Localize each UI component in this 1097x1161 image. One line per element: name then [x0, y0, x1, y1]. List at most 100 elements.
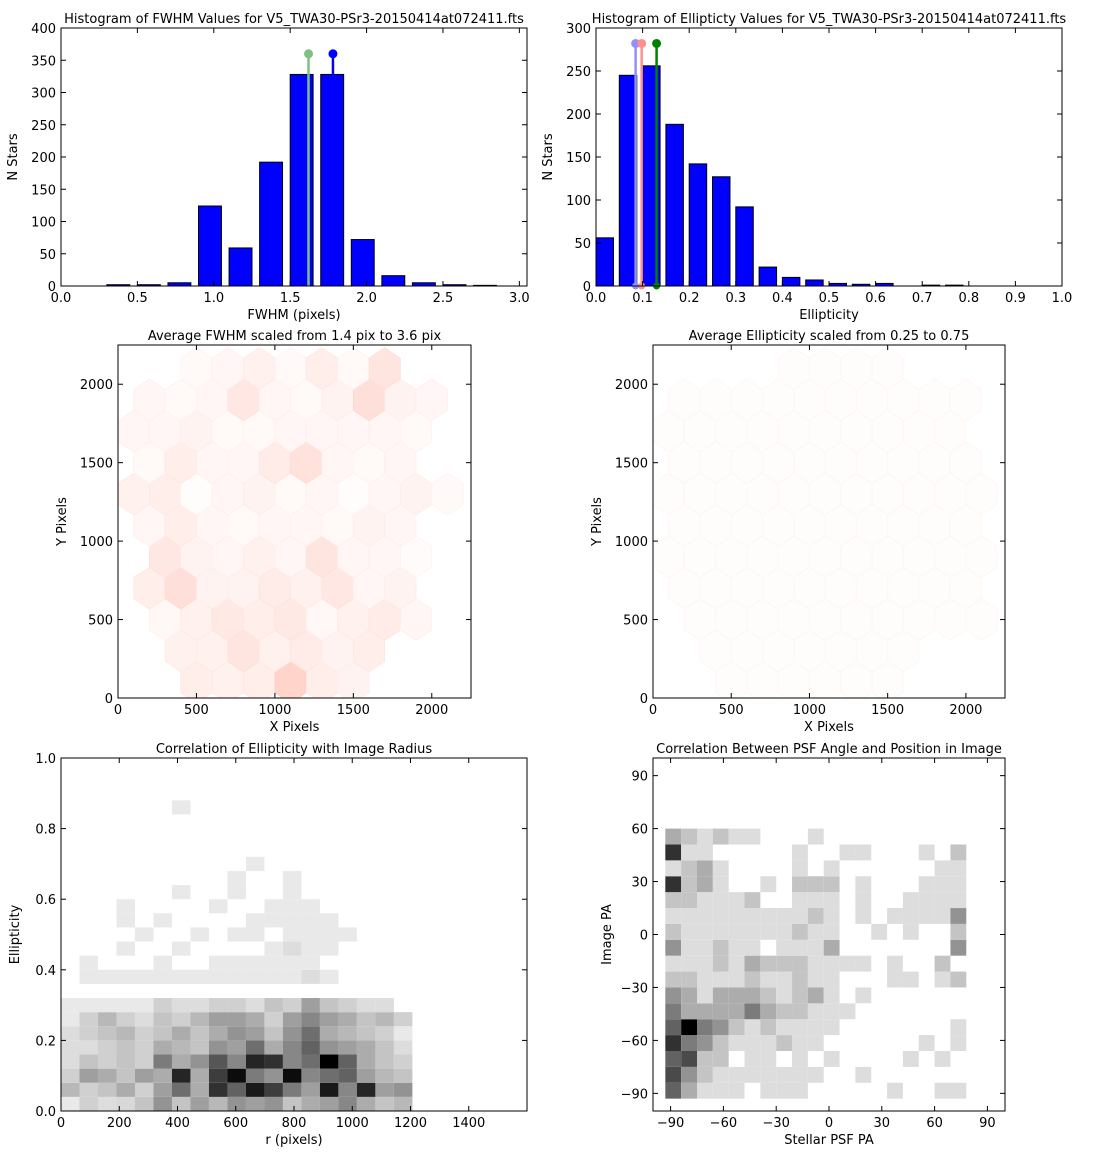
- histogram2d-cell: [776, 1066, 793, 1083]
- y-tick-label: 1000: [615, 535, 648, 550]
- histogram2d-cell: [697, 939, 713, 956]
- x-tick-label: −60: [710, 1116, 737, 1131]
- histogram2d-cell: [681, 1082, 697, 1099]
- histogram2d-cell: [807, 908, 824, 924]
- x-tick-label: −30: [762, 1116, 789, 1131]
- histogram2d-cell: [208, 955, 228, 970]
- y-tick-label: 2000: [615, 378, 648, 393]
- histogram2d-cell: [264, 1096, 283, 1111]
- histogram2d-cell: [338, 1040, 357, 1055]
- hexbin-cells: [653, 347, 998, 698]
- histogram2d-cell: [153, 913, 172, 928]
- histogram2d-cell: [776, 1082, 793, 1099]
- histogram2d-cell: [356, 1054, 376, 1069]
- histogram2d-cell: [264, 1040, 283, 1055]
- histogram2d-cell: [79, 1040, 98, 1055]
- x-tick-label: 0.1: [632, 291, 653, 306]
- histogram2d-cell: [319, 1054, 339, 1069]
- histogram2d-cell: [282, 998, 302, 1013]
- histogram2d-cell: [393, 1068, 413, 1083]
- y-axis-label: Y Pixels: [590, 497, 605, 547]
- histogram2d-cell: [227, 1082, 246, 1097]
- histogram2d-cell: [855, 876, 872, 893]
- histogram2d-cell: [760, 1035, 777, 1051]
- histogram2d-cell: [807, 892, 824, 909]
- x-tick-label: 0: [114, 703, 122, 718]
- y-axis-label: Image PA: [600, 904, 615, 965]
- histogram2d-cell: [393, 1096, 413, 1111]
- histogram2d-cell: [887, 908, 903, 924]
- histogram2d-cell: [338, 1012, 357, 1027]
- histogram2d-cell: [681, 955, 697, 972]
- histogram2d-cell: [264, 969, 283, 984]
- histogram2d-cell: [712, 987, 729, 1004]
- histogram-bar: [198, 205, 222, 286]
- histogram2d-cell: [97, 1040, 117, 1055]
- histogram2d-cell: [227, 1012, 246, 1027]
- histogram2d-cell: [338, 1054, 357, 1069]
- histogram2d-cell: [134, 1054, 154, 1069]
- y-tick-label: −90: [621, 1087, 648, 1102]
- histogram2d-cell: [190, 1082, 209, 1097]
- histogram2d-cell: [950, 923, 967, 940]
- histogram2d-cell: [697, 892, 713, 909]
- histogram2d-cell: [792, 1019, 808, 1036]
- histogram2d-cell: [712, 908, 729, 924]
- histogram2d-cell: [681, 1035, 697, 1051]
- histogram2d-cell: [744, 892, 761, 909]
- x-axis-label: Stellar PSF PA: [784, 1133, 874, 1148]
- histogram2d-cell: [208, 1068, 228, 1083]
- y-tick-label: 500: [623, 614, 648, 629]
- histogram2d-cell: [245, 969, 265, 984]
- histogram2d-cell: [338, 998, 357, 1013]
- histogram2d-cell: [665, 955, 682, 972]
- y-tick-label: 90: [631, 770, 648, 785]
- y-tick-label: 100: [566, 194, 591, 209]
- histogram2d-cell: [887, 955, 903, 972]
- histogram2d-cell: [712, 1019, 729, 1036]
- histogram2d-cell: [97, 1068, 117, 1083]
- x-tick-label: 2.0: [356, 291, 377, 306]
- y-axis-label: Ellipticity: [8, 904, 23, 964]
- histogram2d-cell: [728, 1019, 745, 1036]
- y-tick-label: 30: [631, 876, 648, 891]
- histogram-bar: [712, 176, 731, 286]
- histogram2d-cell: [760, 908, 777, 924]
- histogram2d-cell: [190, 1068, 209, 1083]
- histogram2d-cell: [776, 1019, 793, 1036]
- histogram2d-cell: [776, 955, 793, 972]
- histogram2d-cell: [282, 1054, 302, 1069]
- histogram2d-cell: [153, 1054, 172, 1069]
- histogram2d-cell: [792, 923, 808, 940]
- histogram2d-cell: [338, 1096, 357, 1111]
- histogram2d-cell: [301, 1012, 320, 1027]
- histogram2d-cell: [823, 939, 840, 956]
- y-tick-label: 300: [31, 87, 56, 102]
- histogram-bar: [758, 266, 778, 286]
- histogram2d-cell: [760, 1082, 777, 1099]
- histogram2d-cell: [934, 860, 951, 877]
- histogram2d-cell: [79, 1012, 98, 1027]
- histogram2d-cell: [744, 1050, 761, 1067]
- histogram2d-cell: [153, 1068, 172, 1083]
- histogram2d-cell: [697, 908, 713, 924]
- histogram2d-cell: [61, 1096, 80, 1111]
- histogram2d-cells: [61, 800, 413, 1111]
- x-tick-label: −90: [657, 1116, 684, 1131]
- histogram2d-cell: [282, 941, 302, 956]
- histogram2d-cell: [744, 1003, 761, 1020]
- histogram2d-cell: [681, 860, 697, 877]
- histogram2d-cell: [375, 998, 394, 1013]
- x-tick-label: 0.5: [127, 291, 148, 306]
- histogram2d-cell: [792, 1035, 808, 1051]
- histogram2d-cell: [697, 987, 713, 1004]
- histogram2d-cell: [681, 1066, 697, 1083]
- histogram2d-cell: [190, 1026, 209, 1041]
- histogram2d-cell: [319, 913, 339, 928]
- histogram2d-cell: [264, 1026, 283, 1041]
- histogram2d-cell: [839, 955, 856, 972]
- histogram2d-cell: [116, 1012, 135, 1027]
- histogram2d-cell: [282, 1040, 302, 1055]
- histogram2d-cell: [950, 860, 967, 877]
- bars: [596, 65, 964, 286]
